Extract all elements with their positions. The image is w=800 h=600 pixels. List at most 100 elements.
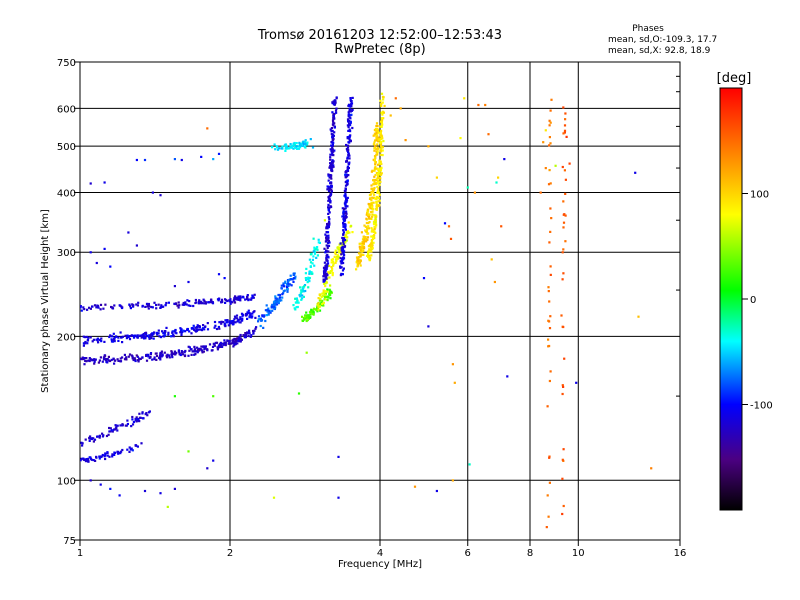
- data-point: [375, 205, 378, 208]
- data-point: [548, 300, 551, 303]
- data-point: [339, 265, 342, 268]
- data-point: [113, 451, 116, 454]
- data-point: [163, 330, 166, 333]
- data-point: [348, 128, 351, 131]
- data-point: [309, 265, 312, 268]
- data-point: [375, 129, 378, 132]
- data-point: [316, 304, 319, 307]
- data-point: [124, 334, 127, 337]
- data-point: [246, 317, 249, 320]
- data-point: [331, 267, 334, 270]
- y-tick-label: 400: [57, 188, 76, 199]
- data-point: [277, 302, 280, 305]
- data-point: [466, 186, 469, 189]
- data-point: [305, 319, 308, 323]
- data-point: [147, 307, 150, 310]
- data-point: [546, 405, 549, 408]
- data-point: [373, 234, 376, 237]
- data-point: [327, 226, 330, 229]
- data-point: [131, 303, 134, 306]
- data-point: [101, 432, 104, 435]
- data-point: [251, 296, 254, 299]
- data-point: [547, 183, 551, 186]
- data-point: [564, 178, 567, 181]
- data-point: [296, 305, 299, 309]
- data-point: [333, 255, 336, 258]
- data-point: [379, 167, 382, 171]
- data-point: [92, 440, 95, 443]
- data-point: [82, 306, 85, 309]
- data-point: [348, 231, 351, 234]
- data-point: [374, 156, 377, 160]
- data-point: [217, 273, 221, 276]
- data-point: [284, 147, 288, 150]
- data-point: [278, 297, 281, 300]
- data-point: [312, 255, 315, 258]
- data-point: [212, 158, 215, 161]
- data-point: [212, 342, 215, 345]
- data-point: [161, 353, 164, 356]
- data-point: [371, 236, 375, 240]
- data-point: [311, 309, 314, 312]
- data-point: [206, 322, 209, 325]
- data-point: [149, 335, 152, 338]
- data-point: [121, 356, 124, 359]
- data-point: [312, 310, 315, 314]
- data-point: [307, 278, 310, 281]
- data-point: [372, 188, 376, 191]
- data-point: [313, 246, 316, 249]
- data-point: [113, 359, 116, 362]
- data-point: [372, 230, 375, 234]
- data-point: [301, 288, 304, 291]
- data-point: [343, 250, 346, 253]
- data-point: [330, 130, 333, 133]
- x-tick-label: 6: [465, 548, 471, 559]
- data-point: [280, 284, 283, 287]
- data-point: [330, 127, 333, 130]
- data-point: [381, 137, 384, 140]
- data-point: [389, 114, 392, 117]
- data-point: [375, 208, 378, 211]
- data-point: [328, 197, 331, 200]
- data-point: [253, 329, 256, 332]
- data-point: [376, 185, 379, 188]
- data-point: [116, 358, 119, 361]
- data-point: [80, 309, 83, 312]
- data-point: [176, 304, 179, 307]
- data-point: [565, 135, 568, 138]
- data-point: [344, 203, 347, 206]
- data-point: [224, 344, 227, 347]
- data-point: [327, 187, 330, 190]
- data-point: [108, 335, 111, 339]
- data-point: [329, 293, 332, 296]
- data-point: [97, 341, 100, 344]
- data-point: [329, 292, 332, 295]
- data-point: [370, 250, 373, 253]
- data-point: [342, 243, 345, 246]
- data-point: [322, 289, 325, 292]
- data-point: [172, 335, 175, 338]
- data-point: [93, 304, 97, 307]
- data-point: [345, 210, 348, 213]
- data-point: [329, 290, 332, 293]
- data-point: [96, 337, 99, 340]
- data-point: [330, 162, 333, 165]
- data-point: [561, 325, 564, 328]
- data-point: [228, 322, 231, 325]
- data-point: [347, 221, 350, 224]
- data-point: [99, 455, 102, 458]
- data-point: [380, 111, 383, 114]
- data-point: [308, 277, 311, 280]
- data-point: [149, 352, 153, 355]
- data-point: [371, 215, 374, 218]
- data-point: [542, 141, 545, 144]
- data-point: [549, 370, 552, 373]
- data-point: [95, 261, 98, 265]
- data-point: [356, 257, 359, 260]
- data-point: [339, 242, 342, 245]
- data-point: [308, 272, 311, 275]
- data-point: [348, 108, 351, 111]
- data-point: [327, 185, 330, 188]
- data-point: [453, 381, 456, 384]
- data-point: [223, 277, 226, 280]
